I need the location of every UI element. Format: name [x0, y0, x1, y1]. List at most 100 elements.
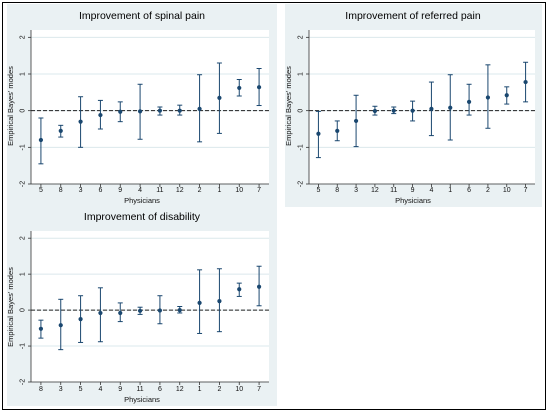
x-tick-label: 9 [118, 187, 122, 194]
data-point [237, 86, 241, 90]
x-tick-label: 6 [98, 187, 102, 194]
x-tick-label: 8 [59, 187, 63, 194]
y-tick-label: -2 [298, 181, 305, 187]
data-point [59, 129, 63, 133]
x-tick-label: 10 [503, 187, 511, 194]
x-tick-label: 3 [354, 187, 358, 194]
x-axis-label: Physicians [124, 196, 160, 205]
data-point [197, 107, 201, 111]
y-tick-label: -1 [20, 144, 27, 150]
x-tick-label: 2 [217, 386, 221, 393]
data-point [59, 323, 63, 327]
y-tick-label: 0 [20, 109, 27, 113]
x-tick-label: 7 [257, 187, 261, 194]
data-point [98, 311, 102, 315]
data-point [429, 107, 433, 111]
x-tick-label: 4 [138, 187, 142, 194]
y-tick-label: -1 [20, 343, 27, 349]
data-point [316, 132, 320, 136]
data-point [392, 109, 396, 113]
data-point [217, 299, 221, 303]
data-point [373, 109, 377, 113]
data-point [118, 311, 122, 315]
chart-svg-disability: Improvement of disability Physicians Emp… [7, 207, 277, 406]
y-tick-label: -2 [20, 379, 27, 385]
x-tick-label: 2 [198, 187, 202, 194]
x-tick-label: 8 [335, 187, 339, 194]
x-tick-label: 7 [257, 386, 261, 393]
y-tick-label: 2 [298, 35, 305, 39]
x-tick-label: 12 [371, 187, 379, 194]
data-point [39, 138, 43, 142]
data-point [178, 109, 182, 113]
data-point [237, 287, 241, 291]
data-point [178, 308, 182, 312]
data-point [486, 95, 490, 99]
data-point [410, 109, 414, 113]
x-axis-label: Physicians [395, 196, 431, 205]
x-tick-label: 3 [59, 386, 63, 393]
x-tick-label: 1 [198, 386, 202, 393]
x-tick-label: 1 [217, 187, 221, 194]
x-tick-label: 6 [158, 386, 162, 393]
x-tick-label: 4 [98, 386, 102, 393]
chart-title: Improvement of referred pain [345, 10, 481, 22]
data-point [138, 109, 142, 113]
x-tick-label: 8 [39, 386, 43, 393]
y-tick-label: 2 [20, 35, 27, 39]
data-point [78, 317, 82, 321]
x-axis-label: Physicians [124, 395, 160, 404]
data-point [158, 308, 162, 312]
data-point [78, 120, 82, 124]
y-tick-label: 2 [20, 236, 27, 240]
chart-title: Improvement of spinal pain [79, 10, 205, 22]
plot-area [309, 30, 535, 184]
x-tick-label: 5 [39, 187, 43, 194]
chart-title: Improvement of disability [84, 211, 201, 223]
data-point [158, 109, 162, 113]
y-tick-label: -2 [20, 181, 27, 187]
x-tick-label: 5 [316, 187, 320, 194]
x-tick-label: 7 [524, 187, 528, 194]
data-point [335, 129, 339, 133]
x-tick-label: 2 [486, 187, 490, 194]
data-point [118, 110, 122, 114]
x-tick-label: 12 [176, 386, 184, 393]
data-point [257, 85, 261, 89]
x-tick-label: 6 [467, 187, 471, 194]
y-tick-label: 0 [20, 308, 27, 312]
x-tick-label: 11 [390, 187, 397, 194]
data-point [467, 100, 471, 104]
chart-panel-spinal-pain: Improvement of spinal pain Physicians Em… [7, 4, 277, 207]
data-point [197, 301, 201, 305]
data-point [217, 96, 221, 100]
chart-panel-referred-pain: Improvement of referred pain Physicians … [285, 4, 542, 207]
data-point [39, 327, 43, 331]
data-point [98, 113, 102, 117]
data-point [138, 309, 142, 313]
data-point [448, 106, 452, 110]
x-tick-label: 11 [156, 187, 163, 194]
x-tick-label: 9 [118, 386, 122, 393]
plot-area [31, 30, 269, 184]
x-tick-label: 11 [136, 386, 143, 393]
x-tick-label: 5 [79, 386, 83, 393]
data-point [257, 285, 261, 289]
chart-svg-spinal-pain: Improvement of spinal pain Physicians Em… [7, 4, 277, 207]
y-tick-label: 1 [298, 72, 305, 76]
y-axis-label: Empirical Bayes' modes [7, 267, 15, 347]
x-tick-label: 4 [429, 187, 433, 194]
y-axis-label: Empirical Bayes' modes [285, 66, 293, 146]
x-tick-label: 10 [235, 187, 243, 194]
y-axis-label: Empirical Bayes' modes [7, 66, 15, 146]
x-tick-label: 10 [235, 386, 243, 393]
y-tick-label: 0 [298, 109, 305, 113]
chart-panel-disability: Improvement of disability Physicians Emp… [7, 207, 277, 406]
x-tick-label: 9 [411, 187, 415, 194]
data-point [505, 93, 509, 97]
y-tick-label: 1 [20, 272, 27, 276]
x-tick-label: 12 [176, 187, 184, 194]
data-point [523, 80, 527, 84]
y-tick-label: -1 [298, 144, 305, 150]
data-point [354, 119, 358, 123]
